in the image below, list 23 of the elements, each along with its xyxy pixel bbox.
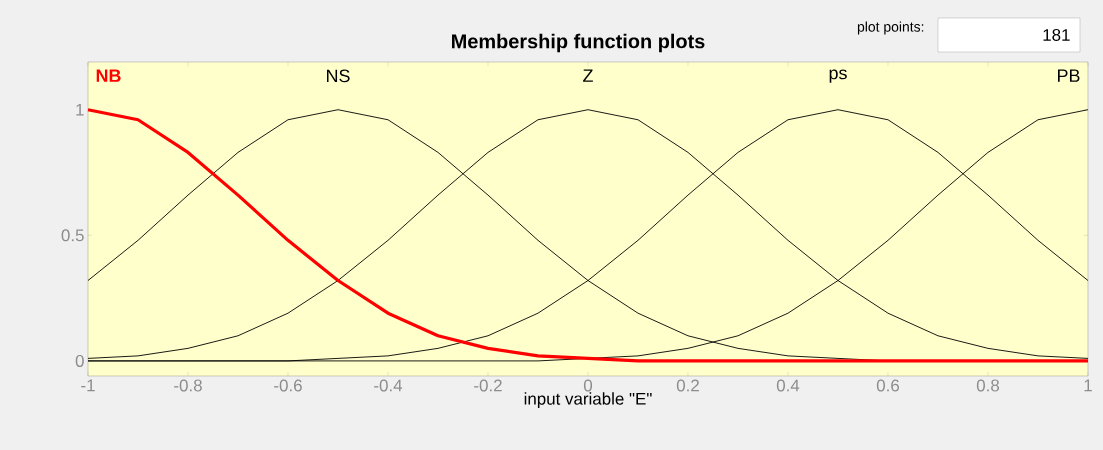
x-axis-title: input variable "E" (524, 392, 652, 409)
y-tick-label: 1 (76, 103, 84, 116)
x-tick-label: -0.8 (174, 379, 202, 392)
x-tick-label: 0.8 (976, 379, 1000, 392)
x-tick-label: 0 (583, 379, 593, 392)
x-tick-label: 0.4 (776, 379, 800, 392)
x-tick-label: -0.4 (374, 379, 403, 392)
text: plot points: (857, 21, 924, 35)
x-tick-label: -1 (81, 379, 95, 392)
x-tick-label: -0.2 (474, 379, 502, 392)
x-tick-label: 0.2 (676, 379, 699, 392)
series-label: ps (829, 69, 847, 83)
chart-title: Membership function plots (452, 33, 705, 53)
series-label: PB (1058, 69, 1080, 82)
series-label: NS (327, 69, 350, 83)
x-tick-label: 0.6 (876, 379, 900, 392)
y-tick-label: 0 (75, 354, 84, 367)
series-label: Z (583, 69, 593, 82)
x-tick-label: 1 (1084, 379, 1092, 392)
x-tick-label: -0.6 (274, 379, 302, 392)
y-tick-label: 0.5 (61, 229, 84, 242)
series-label: NB (96, 69, 121, 82)
text: 181 (1043, 28, 1070, 41)
